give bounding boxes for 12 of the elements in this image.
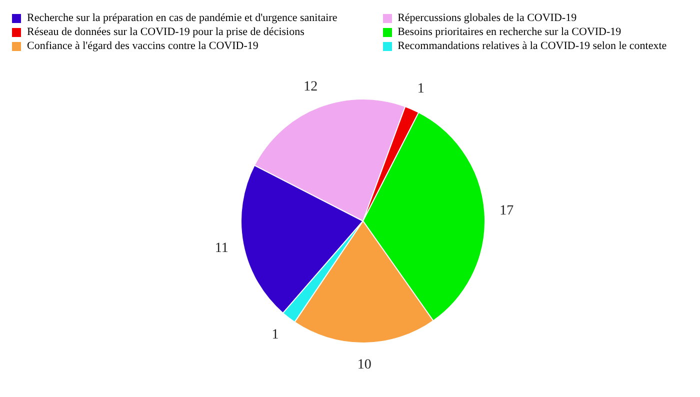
legend-label: Recommandations relatives à la COVID-19 selon le contexte bbox=[398, 40, 667, 52]
legend-label: Besoins prioritaires en recherche sur la COVID-19 bbox=[398, 26, 622, 38]
legend-label: Confiance à l'égard des vaccins contre la COVID-19 bbox=[27, 40, 258, 52]
data-label: 17 bbox=[500, 203, 514, 218]
data-label: 12 bbox=[304, 79, 318, 94]
data-label: 10 bbox=[357, 357, 372, 372]
data-label: 1 bbox=[417, 82, 424, 97]
data-label: 1 bbox=[272, 328, 279, 343]
legend-label: Répercussions globales de la COVID-19 bbox=[398, 12, 577, 24]
legend-label: Réseau de données sur la COVID-19 pour la prise de décisions bbox=[27, 26, 304, 38]
data-label: 11 bbox=[214, 240, 228, 256]
legend-label: Recherche sur la préparation en cas de pandémie et d'urgence sanitaire bbox=[27, 12, 338, 24]
